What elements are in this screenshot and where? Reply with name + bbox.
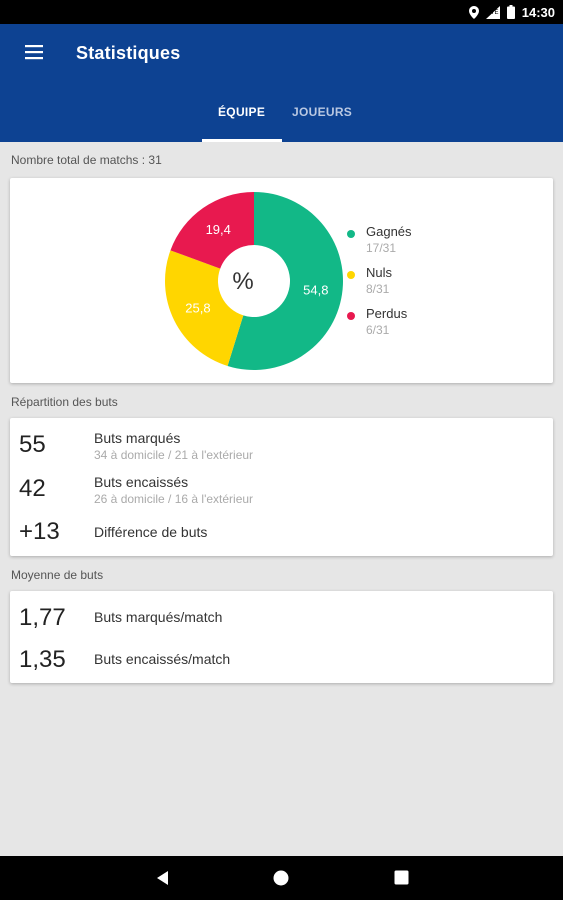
- pie-slice-value-label: 19,4: [206, 222, 231, 237]
- app-bar: Statistiques ÉQUIPE JOUEURS: [0, 24, 563, 142]
- legend-count: 8/31: [366, 282, 390, 296]
- legend-color-dot: [347, 230, 355, 238]
- avg-conceded-value: 1,35: [19, 646, 66, 673]
- goals-conceded-label: Buts encaissés: [94, 474, 189, 490]
- legend-label: Nuls: [366, 265, 393, 280]
- svg-text:LTE: LTE: [488, 10, 499, 16]
- goals-conceded-detail: 26 à domicile / 16 à l'extérieur: [94, 492, 254, 506]
- tab-equipe[interactable]: ÉQUIPE: [218, 105, 266, 119]
- page-title: Statistiques: [76, 43, 181, 63]
- goals-conceded-value: 42: [19, 475, 46, 502]
- goals-scored-value: 55: [19, 431, 46, 458]
- battery-icon: [506, 5, 515, 19]
- status-bar: LTE 14:30: [0, 0, 563, 24]
- recents-icon[interactable]: [394, 870, 409, 890]
- system-nav-bar: [0, 856, 563, 900]
- pie-slice-value-label: 25,8: [185, 301, 210, 316]
- avg-scored-label: Buts marqués/match: [94, 609, 223, 625]
- location-icon: [468, 5, 479, 19]
- legend-count: 17/31: [366, 241, 397, 255]
- status-time: 14:30: [521, 4, 555, 20]
- chart-center-label: %: [232, 268, 253, 295]
- goal-difference-label: Différence de buts: [94, 524, 208, 540]
- active-tab-indicator: [202, 139, 282, 142]
- goals-section-label: Répartition des buts: [11, 395, 118, 409]
- legend-color-dot: [347, 271, 355, 279]
- tab-joueurs[interactable]: JOUEURS: [292, 105, 353, 119]
- goal-difference-value: +13: [19, 518, 60, 545]
- legend-label: Perdus: [366, 306, 408, 321]
- avg-scored-value: 1,77: [19, 604, 66, 631]
- pie-slice-nuls: [165, 250, 244, 366]
- avg-conceded-label: Buts encaissés/match: [94, 651, 231, 667]
- matches-chart-card: % 54,8 25,8 19,4 Gagnés 17/31 Nuls 8/31 Perdus…: [10, 178, 553, 383]
- legend-label: Gagnés: [366, 224, 412, 239]
- home-icon[interactable]: [273, 870, 289, 891]
- pie-slice-perdus: [170, 192, 254, 269]
- average-section-label: Moyenne de buts: [11, 568, 104, 582]
- pie-slice-gagnés: [227, 192, 344, 370]
- back-icon[interactable]: [155, 870, 169, 891]
- legend-color-dot: [347, 312, 355, 320]
- total-matches-label: Nombre total de matchs : 31: [11, 153, 162, 167]
- hamburger-menu-icon[interactable]: [24, 44, 44, 60]
- goals-card: 55 Buts marqués 34 à domicile / 21 à l'e…: [10, 418, 553, 556]
- results-donut-chart: % 54,8 25,8 19,4: [165, 192, 344, 370]
- goals-scored-label: Buts marqués: [94, 430, 181, 446]
- pie-slice-value-label: 54,8: [303, 282, 328, 297]
- goals-scored-detail: 34 à domicile / 21 à l'extérieur: [94, 448, 254, 462]
- signal-icon: LTE: [485, 5, 500, 19]
- legend-count: 6/31: [366, 323, 390, 337]
- average-card: 1,77 Buts marqués/match 1,35 Buts encais…: [10, 591, 553, 683]
